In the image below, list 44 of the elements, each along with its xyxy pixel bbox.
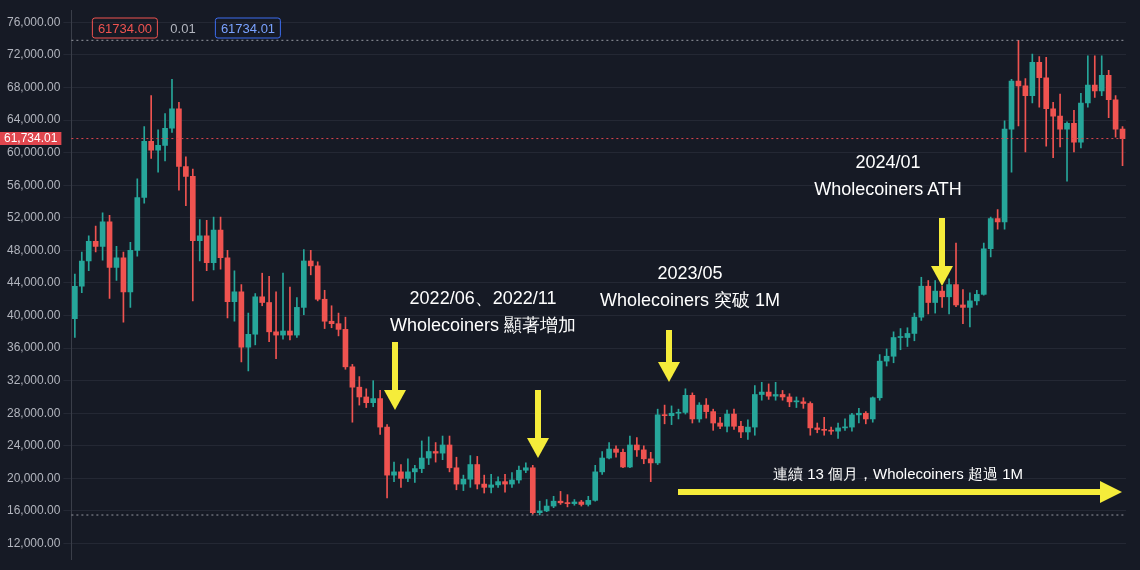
y-tick-label: 20,000.00 (6, 470, 61, 485)
candlestick (960, 289, 966, 325)
candlestick (370, 380, 377, 408)
annotation: 連續 13 個月，Wholecoiners 超過 1M (772, 464, 1024, 484)
annotation: 2023/05 (657, 262, 723, 284)
candlestick (745, 419, 751, 440)
y-tick-label: 28,000.00 (6, 405, 61, 420)
candlestick (307, 250, 314, 276)
annotation: 2022/06、2022/11 (409, 287, 557, 310)
y-tick-label: 48,000.00 (6, 242, 61, 257)
candlestick (536, 500, 543, 516)
annotation: Wholecoiners 突破 1M (599, 289, 781, 312)
y-tick-label: 76,000.00 (6, 14, 61, 29)
candlestick (856, 408, 862, 424)
y-tick-label: 60,000.00 (6, 145, 61, 159)
annotation: 61734.00 (91, 17, 159, 39)
y-tick-label: 72,000.00 (6, 47, 61, 62)
y-tick-label: 40,000.00 (6, 307, 61, 322)
annotation: 2024/01 (855, 151, 921, 173)
y-tick-label: 24,000.00 (6, 438, 61, 453)
candlestick (967, 292, 973, 328)
y-tick-label: 12,000.00 (6, 535, 61, 550)
y-tick-label: 44,000.00 (6, 275, 61, 290)
annotation: Wholecoiners ATH (814, 178, 962, 200)
y-tick-label: 16,000.00 (6, 503, 61, 518)
candlestick (1064, 121, 1070, 182)
y-tick-label: 56,000.00 (6, 177, 61, 192)
candlestick (1057, 93, 1063, 148)
y-tick-label: 32,000.00 (6, 372, 61, 387)
candlestick (1091, 55, 1098, 98)
annotation: Wholecoiners 顯著增加 (389, 314, 577, 337)
y-tick-label: 52,000.00 (6, 210, 61, 225)
annotation: 61734.01 (214, 17, 282, 39)
candlestick (502, 473, 508, 493)
candlestick (148, 95, 155, 159)
annotation: 0.01 (170, 20, 196, 36)
candlestick (196, 219, 203, 262)
candlestick (634, 437, 640, 457)
candlestick (481, 474, 488, 494)
y-tick-label: 64,000.00 (6, 112, 61, 127)
y-tick-label: 36,000.00 (6, 340, 61, 355)
candlestick (488, 473, 494, 494)
ref-line-label: 61,734.01 (4, 130, 58, 145)
y-tick-label: 68,000.00 (6, 79, 61, 94)
